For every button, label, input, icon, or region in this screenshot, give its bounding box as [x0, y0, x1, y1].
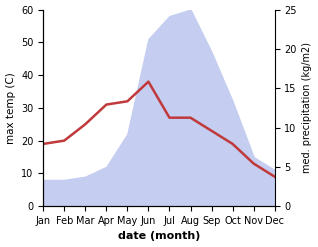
Y-axis label: med. precipitation (kg/m2): med. precipitation (kg/m2) — [302, 42, 313, 173]
X-axis label: date (month): date (month) — [118, 231, 200, 242]
Y-axis label: max temp (C): max temp (C) — [5, 72, 16, 144]
